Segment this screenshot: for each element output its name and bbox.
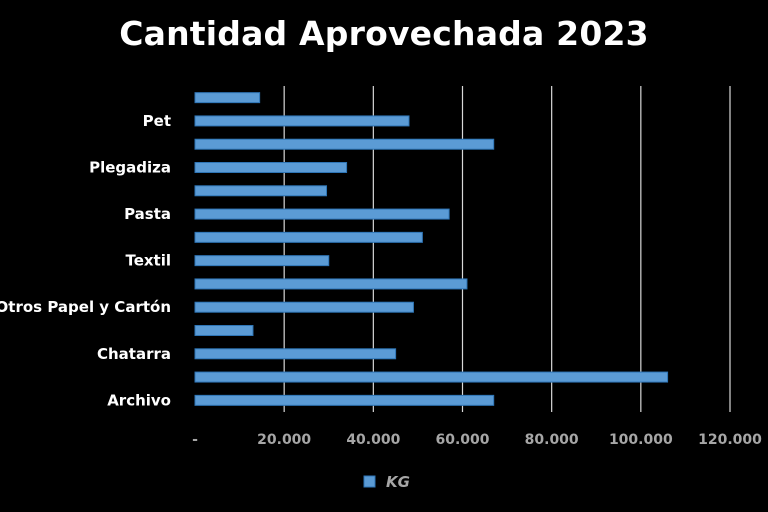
bar [194, 348, 397, 360]
bar [194, 115, 410, 127]
x-tick-label: 60.000 [435, 432, 489, 448]
category-label: Textil [125, 252, 171, 270]
bar [194, 92, 261, 104]
x-tick-label: 100.000 [609, 432, 673, 448]
legend-label: KG [386, 473, 410, 491]
x-tick-label: 40.000 [346, 432, 400, 448]
category-label: Otros Papel y Cartón [0, 298, 171, 316]
x-tick-label: 80.000 [525, 432, 579, 448]
bar [194, 208, 450, 220]
legend-swatch [363, 475, 376, 488]
legend: KG [363, 473, 410, 491]
category-label: Pet [143, 112, 171, 130]
category-label: Archivo [107, 391, 171, 409]
x-tick-label: - [192, 432, 198, 448]
bar [194, 301, 414, 313]
bar [194, 394, 495, 406]
x-tick-label: 20.000 [257, 432, 311, 448]
bar [194, 325, 254, 336]
category-label: Chatarra [97, 345, 171, 363]
category-label: Pasta [124, 205, 171, 223]
chart-title: Cantidad Aprovechada 2023 [119, 14, 649, 53]
bar [194, 185, 328, 197]
bar [194, 255, 330, 267]
bar [194, 278, 468, 290]
x-tick-label: 120.000 [698, 432, 762, 448]
bar [194, 138, 495, 150]
bar [194, 371, 669, 383]
bar [194, 231, 423, 243]
category-label: Plegadiza [89, 159, 171, 177]
bar [194, 162, 348, 173]
